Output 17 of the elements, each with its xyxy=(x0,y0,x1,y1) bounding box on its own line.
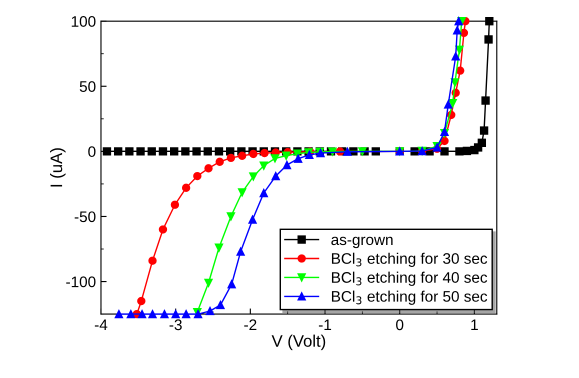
y-tick-label: 0 xyxy=(88,146,96,158)
x-tick-label: -1 xyxy=(318,320,332,330)
y-tick-label: 100 xyxy=(72,16,96,27)
y-tick-label: 50 xyxy=(80,81,96,92)
y-axis-title: I (uA) xyxy=(50,148,66,186)
x-tick-label: 1 xyxy=(471,320,478,330)
legend-label: BCl$_{3}$ etching for 40 sec xyxy=(332,272,488,286)
y-tick-label: -100 xyxy=(66,276,96,288)
x-tick-label: -3 xyxy=(170,319,182,330)
x-tick-label: 0 xyxy=(396,319,404,330)
legend-label: BCl$_{3}$ etching for 50 sec xyxy=(332,290,488,305)
y-tick-label: -50 xyxy=(74,211,96,222)
legend-label: as-grown xyxy=(331,236,393,248)
legend-label: BCl$_{3}$ etching for 30 sec xyxy=(332,252,488,267)
x-axis-title: V (Volt) xyxy=(272,334,326,350)
x-tick-label: -4 xyxy=(94,320,108,330)
x-tick-label: -2 xyxy=(244,319,256,330)
